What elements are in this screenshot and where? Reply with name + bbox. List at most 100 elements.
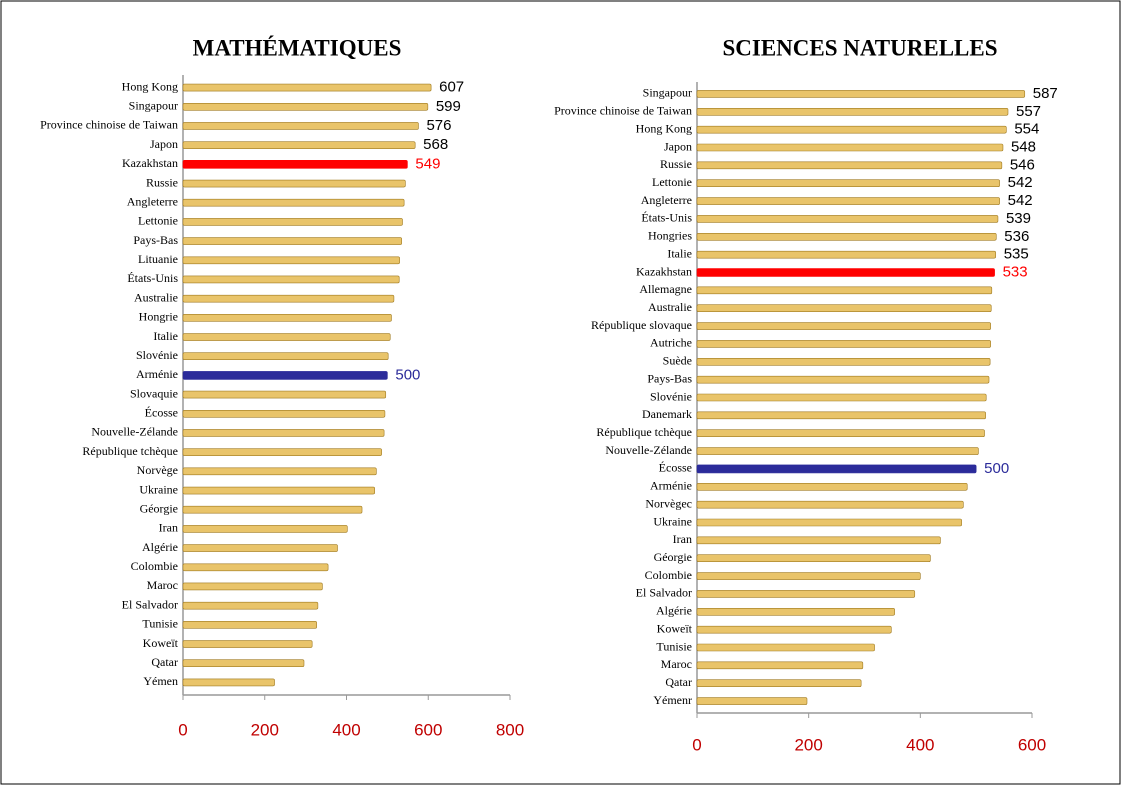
bar [696, 482, 968, 491]
value-label: 533 [1003, 263, 1028, 280]
category-label: Colombie [645, 568, 692, 582]
x-tick-label: 600 [414, 720, 442, 739]
bar [696, 90, 1026, 98]
bar [696, 429, 985, 438]
category-label: Maroc [661, 657, 692, 671]
category-label: République tchèque [82, 444, 178, 458]
category-label: États-Unis [127, 271, 178, 285]
category-label: Singapour [129, 99, 178, 113]
x-tick-label: 600 [1018, 735, 1046, 754]
category-label: Australie [134, 290, 178, 304]
category-label: Province chinoise de Taiwan [40, 118, 178, 132]
bar [696, 411, 986, 420]
value-label: 542 [1008, 174, 1033, 191]
value-label: 587 [1033, 85, 1058, 102]
bar [182, 275, 400, 284]
category-label: El Salvador [122, 597, 178, 611]
value-label: 549 [415, 155, 440, 172]
category-label: Tunisie [142, 617, 178, 631]
value-label: 554 [1014, 121, 1039, 138]
bar [696, 518, 962, 527]
bar [696, 357, 991, 366]
bar [696, 179, 1000, 188]
bar [696, 143, 1004, 152]
bar [182, 678, 275, 687]
category-label: Danemark [642, 407, 692, 421]
value-label: 542 [1008, 192, 1033, 209]
bar [182, 141, 416, 149]
bar [182, 486, 376, 495]
bar [696, 322, 991, 330]
bar [182, 467, 377, 476]
category-label: Hongries [648, 229, 692, 243]
bar [696, 232, 997, 241]
value-label: 557 [1016, 103, 1041, 120]
chart-title: MATHÉMATIQUES [193, 35, 402, 60]
bar [696, 697, 808, 705]
category-label: Hongrie [139, 310, 178, 324]
category-label: Angleterre [127, 194, 178, 208]
category-label: Lettonie [652, 175, 692, 189]
bar [182, 237, 402, 245]
x-tick-label: 400 [332, 720, 360, 739]
bar [696, 215, 999, 223]
value-label: 539 [1006, 210, 1031, 227]
bar [696, 661, 864, 670]
bar [696, 554, 931, 563]
category-label: Écosse [659, 461, 692, 475]
category-label: Qatar [151, 655, 178, 669]
category-label: Nouvelle-Zélande [605, 443, 692, 457]
category-label: Singapour [643, 86, 692, 100]
category-label: Slovaquie [130, 386, 178, 400]
category-label: Italie [667, 246, 692, 260]
bar [696, 107, 1009, 116]
category-label: Ukraine [653, 514, 692, 528]
bar [696, 286, 993, 295]
category-label: Algérie [142, 540, 178, 554]
bar [696, 643, 875, 652]
bar [182, 102, 429, 111]
bar [182, 582, 323, 591]
bar [696, 250, 997, 259]
value-label: 500 [395, 366, 420, 383]
bar [696, 679, 862, 688]
bar [696, 161, 1003, 170]
category-label: Kazakhstan [636, 264, 692, 278]
category-label: Japon [664, 139, 692, 153]
category-label: Slovénie [650, 389, 692, 403]
bar [182, 640, 313, 648]
category-label: Australie [648, 300, 692, 314]
bar [696, 572, 921, 580]
bar [696, 500, 964, 509]
bar [182, 352, 389, 361]
category-label: Italie [153, 329, 178, 343]
x-tick-label: 400 [906, 735, 934, 754]
value-label: 536 [1004, 228, 1029, 245]
bar [182, 601, 319, 610]
bar [696, 268, 995, 277]
category-label: Géorgie [140, 501, 178, 515]
bar [182, 525, 348, 533]
bar [182, 83, 432, 92]
bar [696, 625, 892, 634]
category-label: Arménie [136, 367, 178, 381]
category-label: Allemagne [639, 282, 692, 296]
bar [182, 409, 386, 418]
category-label: Yémenr [653, 693, 692, 707]
category-label: Colombie [131, 559, 178, 573]
category-label: Norvège [137, 463, 178, 477]
category-label: Russie [146, 175, 178, 189]
category-label: Suède [663, 354, 692, 368]
category-label: Pays-Bas [647, 371, 692, 385]
category-label: Norvègec [645, 496, 692, 510]
bar [696, 340, 991, 348]
x-tick-label: 800 [496, 720, 524, 739]
value-label: 568 [423, 136, 448, 153]
category-label: Koweït [143, 636, 179, 650]
category-label: Maroc [147, 578, 178, 592]
category-label: Autriche [650, 336, 692, 350]
bar [696, 304, 992, 313]
value-label: 500 [984, 460, 1009, 477]
category-label: Ukraine [139, 482, 178, 496]
